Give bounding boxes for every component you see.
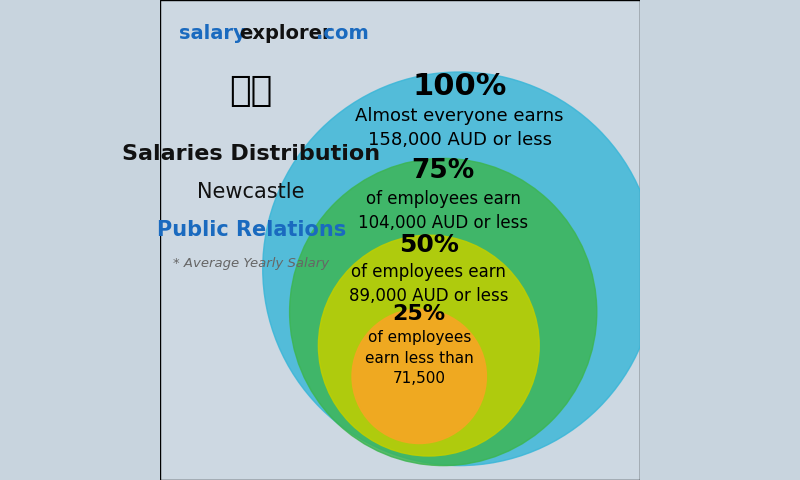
Text: Public Relations: Public Relations — [157, 220, 346, 240]
Text: 🇦🇺: 🇦🇺 — [230, 74, 273, 108]
Text: 25%: 25% — [393, 304, 446, 324]
Text: of employees earn
89,000 AUD or less: of employees earn 89,000 AUD or less — [349, 263, 509, 305]
FancyBboxPatch shape — [160, 0, 640, 480]
Text: Newcastle: Newcastle — [198, 182, 305, 202]
Text: 100%: 100% — [412, 72, 506, 101]
Text: 50%: 50% — [399, 233, 458, 257]
Circle shape — [318, 235, 539, 456]
Text: Almost everyone earns
158,000 AUD or less: Almost everyone earns 158,000 AUD or les… — [355, 107, 564, 149]
Text: salary: salary — [179, 24, 246, 43]
Text: * Average Yearly Salary: * Average Yearly Salary — [173, 257, 330, 271]
Circle shape — [352, 309, 486, 444]
Text: of employees earn
104,000 AUD or less: of employees earn 104,000 AUD or less — [358, 190, 528, 232]
Text: of employees
earn less than
71,500: of employees earn less than 71,500 — [365, 330, 474, 386]
Circle shape — [262, 72, 656, 466]
Circle shape — [290, 158, 597, 466]
Text: explorer: explorer — [238, 24, 331, 43]
Text: 75%: 75% — [411, 158, 475, 184]
Text: .com: .com — [315, 24, 368, 43]
Text: Salaries Distribution: Salaries Distribution — [122, 144, 380, 164]
